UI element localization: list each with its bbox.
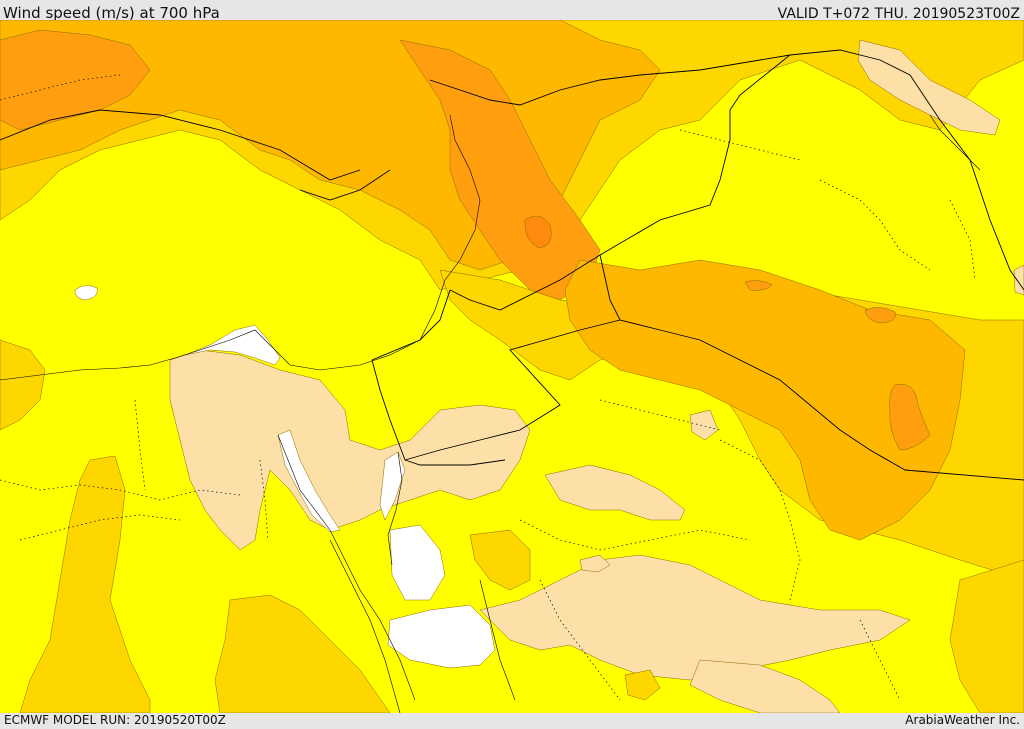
map-title: Wind speed (m/s) at 700 hPa (3, 4, 220, 22)
field-small-northeast (1013, 264, 1024, 296)
country-borders (0, 49, 1024, 481)
field-band-southeast (949, 559, 1024, 713)
wind-speed-map (0, 20, 1024, 713)
coastlines (0, 114, 981, 713)
field-small-iraq (864, 307, 896, 324)
field-calm-northeast (857, 39, 1001, 136)
field-calm-red-sea-2 (387, 604, 496, 669)
field-band-southwest-2 (19, 455, 151, 713)
field-calm-arabia-3 (689, 659, 841, 713)
field-core-east (564, 259, 966, 541)
field-band-southwest (0, 339, 46, 431)
field-max-levant (524, 215, 552, 249)
field-calm-gulf-suez (277, 429, 341, 533)
valid-time-label: VALID T+072 THU. 20190523T00Z (777, 6, 1020, 22)
credit-label: ArabiaWeather Inc. (905, 713, 1020, 727)
field-band-arabia (469, 529, 531, 591)
province-borders (0, 74, 976, 701)
field-calm-arabia-4 (579, 554, 611, 573)
field-calm-libya (74, 285, 98, 301)
field-calm-arabia-2 (479, 554, 911, 681)
field-calm-nile-delta (184, 324, 281, 366)
field-calm-arabia-5 (689, 409, 719, 441)
field-small-iraq-2 (744, 280, 773, 291)
field-band-arabia-2 (624, 669, 661, 701)
map-canvas (0, 20, 1024, 713)
field-calm-egypt (169, 349, 531, 551)
field-calm-red-sea-1 (389, 524, 446, 601)
field-core-northwest (0, 29, 151, 131)
model-run-label: ECMWF MODEL RUN: 20190520T00Z (4, 713, 226, 727)
field-calm-arabia-1 (544, 464, 686, 521)
field-max-iraq (889, 383, 931, 451)
field-band-south (214, 594, 391, 713)
